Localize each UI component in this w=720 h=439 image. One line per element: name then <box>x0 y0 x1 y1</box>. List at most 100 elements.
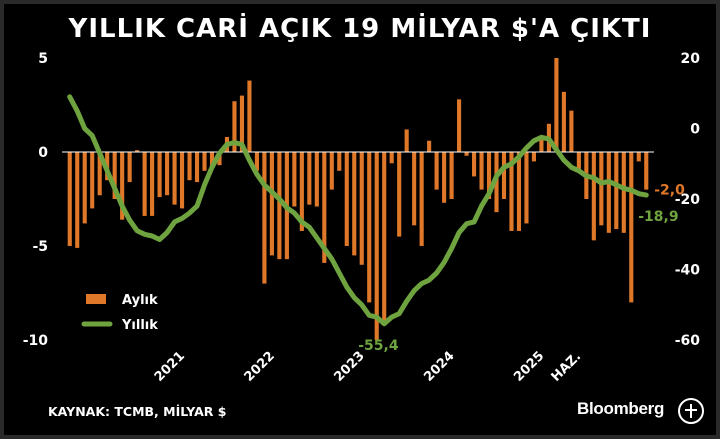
monthly-bar <box>314 152 319 207</box>
annotation-label: -55,4 <box>358 338 399 354</box>
monthly-bar <box>179 152 185 209</box>
monthly-bar <box>471 152 477 177</box>
monthly-bar <box>359 152 364 265</box>
left-tick-label: 0 <box>38 145 48 161</box>
annotations: -2,0 -18,9 -55,4 <box>358 183 685 354</box>
monthly-bar <box>232 101 237 152</box>
monthly-bar <box>127 152 132 183</box>
monthly-bar <box>150 152 155 216</box>
monthly-bar <box>614 152 619 230</box>
right-tick-label: -40 <box>675 263 701 279</box>
monthly-bar <box>112 152 117 199</box>
monthly-bar <box>434 152 439 190</box>
x-tick-label: HAZ. <box>549 349 585 385</box>
monthly-bar <box>217 152 222 166</box>
monthly-bar <box>262 152 267 284</box>
monthly-bar <box>292 152 297 207</box>
monthly-bar <box>322 152 327 263</box>
monthly-bar <box>337 152 342 171</box>
annotation-label: -18,9 <box>638 209 678 225</box>
monthly-bar <box>576 152 581 171</box>
monthly-bar <box>202 152 207 171</box>
monthly-bar <box>501 152 507 199</box>
monthly-bar <box>82 152 87 224</box>
left-axis-ticks: 5 0 -5 -10 <box>23 51 49 349</box>
monthly-bar <box>599 152 604 226</box>
monthly-bar <box>516 152 522 231</box>
monthly-bar <box>352 152 357 256</box>
monthly-bar <box>524 152 529 224</box>
monthly-bar <box>449 152 454 199</box>
monthly-bar <box>404 129 409 152</box>
monthly-bar <box>419 152 424 246</box>
monthly-bar <box>142 152 147 216</box>
legend-label-monthly: Aylık <box>122 293 158 308</box>
monthly-bar <box>269 152 274 256</box>
annotation-label: -2,0 <box>654 183 685 199</box>
monthly-bar <box>412 152 417 226</box>
monthly-bar <box>591 152 596 241</box>
monthly-bar <box>75 152 80 248</box>
monthly-bar <box>442 152 447 203</box>
right-tick-label: -60 <box>675 333 701 349</box>
monthly-bar <box>344 152 349 246</box>
legend: Aylık Yıllık <box>81 293 158 333</box>
monthly-bar <box>172 152 177 205</box>
monthly-bar <box>397 152 402 237</box>
monthly-bar <box>120 152 125 220</box>
monthly-bar <box>382 152 387 322</box>
source-note: KAYNAK: TCMB, MİLYAR $ <box>48 404 227 419</box>
right-axis-ticks: 20 0 -20 -40 -60 <box>675 51 701 349</box>
monthly-bar <box>367 152 372 303</box>
monthly-bar <box>479 152 484 190</box>
x-tick-label: 2022 <box>242 349 278 385</box>
monthly-bar <box>554 58 559 152</box>
monthly-bar <box>621 152 626 233</box>
monthly-bar <box>239 95 245 152</box>
x-tick-label: 2021 <box>152 349 188 385</box>
monthly-bar <box>569 110 574 152</box>
monthly-bar <box>486 152 492 199</box>
monthly-bar <box>629 152 634 303</box>
right-tick-label: -20 <box>675 192 701 208</box>
monthly-bar <box>247 80 252 152</box>
monthly-bar <box>194 152 200 183</box>
left-tick-label: 5 <box>38 51 48 67</box>
monthly-bar <box>254 152 259 171</box>
monthly-bar <box>374 152 379 340</box>
monthly-bar <box>644 152 649 190</box>
monthly-bar <box>187 152 192 181</box>
monthly-bar <box>135 150 140 152</box>
chart-title: YILLIK CARİ AÇIK 19 MİLYAR $'A ÇIKTI <box>68 14 652 44</box>
monthly-bar <box>561 91 566 152</box>
monthly-bar <box>277 152 282 260</box>
monthly-bar <box>531 152 537 162</box>
monthly-bar <box>389 152 394 164</box>
left-tick-label: -10 <box>23 333 49 349</box>
x-tick-label: 2024 <box>421 349 457 385</box>
x-axis-ticks: 2021 2022 2023 2024 2025 HAZ. <box>152 349 584 385</box>
monthly-bar <box>464 152 469 156</box>
annual-line <box>67 94 649 327</box>
monthly-bar <box>97 152 102 196</box>
monthly-bar <box>509 152 514 231</box>
bloomberg-logo: Bloomberg <box>577 399 665 418</box>
monthly-bar <box>606 152 611 233</box>
monthly-bar <box>636 152 641 162</box>
monthly-bar <box>307 152 312 205</box>
right-tick-label: 20 <box>681 51 701 67</box>
monthly-bar <box>90 152 95 209</box>
legend-label-annual: Yıllık <box>121 318 158 333</box>
monthly-bar <box>457 99 462 152</box>
monthly-bar <box>67 152 72 246</box>
x-tick-label: 2023 <box>332 349 368 385</box>
monthly-bar <box>165 152 170 196</box>
monthly-bar <box>427 140 432 152</box>
left-tick-label: -5 <box>32 239 48 255</box>
bloomberg-ht-logo-icon <box>678 398 704 424</box>
monthly-bar <box>157 152 162 198</box>
monthly-bar <box>329 152 334 190</box>
x-tick-label: 2025 <box>511 349 547 385</box>
monthly-bar <box>539 136 544 152</box>
